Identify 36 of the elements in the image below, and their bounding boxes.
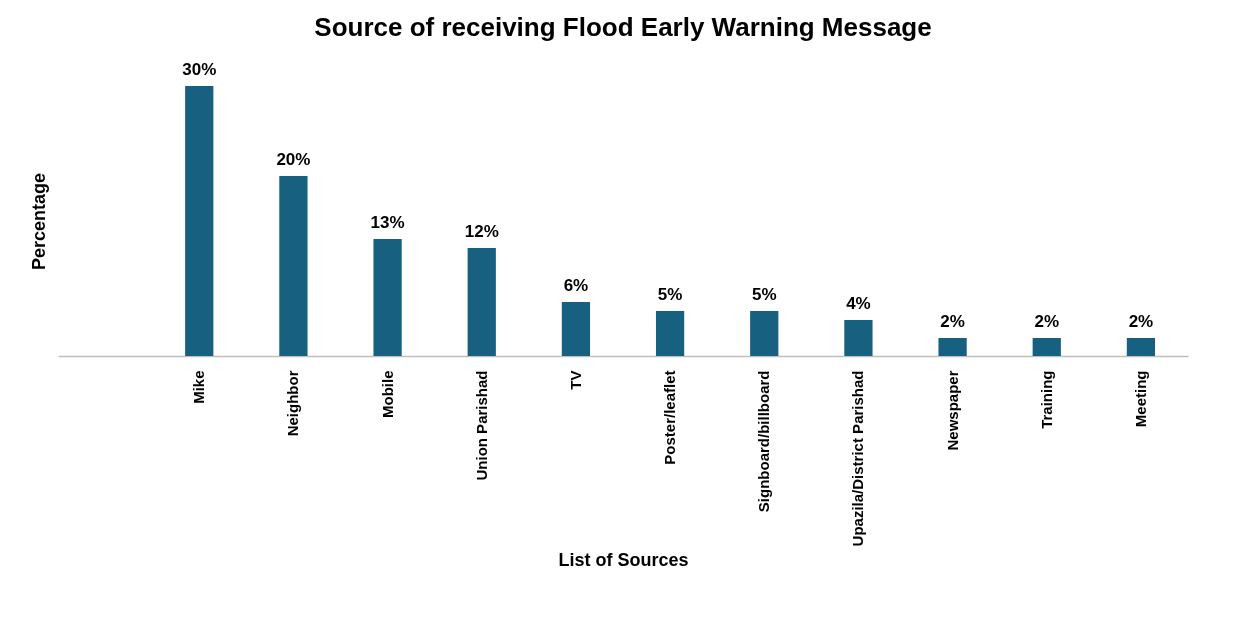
data-label: 2% [940, 312, 965, 331]
x-tick-label: Signboard/billboard [755, 370, 773, 513]
data-label: 5% [657, 285, 683, 304]
bar [844, 320, 873, 356]
x-tick-label: Training [1037, 370, 1055, 429]
data-label: 5% [751, 285, 777, 304]
x-tick-label: Meeting [1131, 370, 1149, 428]
data-label: 2% [1034, 312, 1060, 331]
bar [938, 338, 967, 356]
data-label: 6% [563, 276, 589, 295]
x-tick-label: Upazila/District Parishad [849, 370, 867, 547]
x-axis-title: List of Sources [558, 550, 689, 571]
x-tick-label: TV [566, 370, 584, 390]
data-label: 20% [276, 150, 311, 169]
x-tick-label: Newspaper [943, 370, 961, 451]
bar [561, 302, 591, 356]
y-axis-title: Percentage [28, 172, 49, 271]
bar [373, 239, 402, 356]
x-tick-label: Neighbor [284, 370, 302, 437]
data-label: 2% [1128, 312, 1154, 331]
data-label: 12% [464, 222, 499, 241]
x-tick-label: Mobile [378, 370, 396, 418]
bar [1126, 338, 1156, 356]
bar [185, 86, 214, 356]
data-label: 13% [370, 213, 405, 232]
data-label: 30% [182, 60, 217, 79]
bar [279, 176, 308, 356]
bar [467, 248, 496, 356]
bar [655, 311, 685, 356]
bar [1032, 338, 1061, 356]
x-tick-label: Mike [190, 370, 208, 404]
data-label: 4% [846, 294, 871, 313]
x-tick-label: Poster/leaflet [661, 370, 679, 465]
x-tick-label: Union Parishad [472, 370, 490, 481]
bar [750, 311, 779, 356]
chart-title: Source of receiving Flood Early Warning Message [314, 12, 932, 42]
